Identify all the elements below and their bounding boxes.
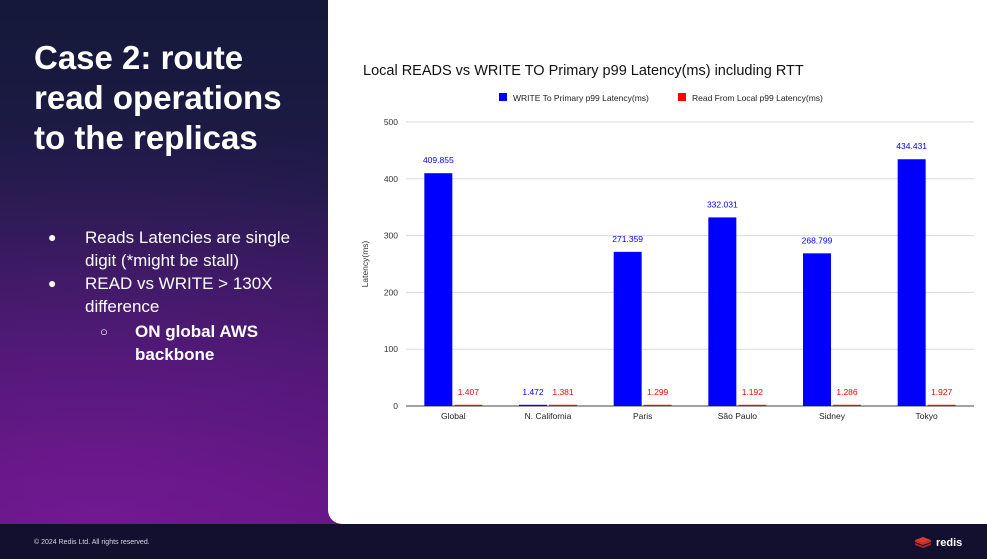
data-label: 434.431 (896, 141, 927, 151)
data-label: 1.299 (647, 387, 669, 397)
data-label: 1.381 (552, 387, 574, 397)
legend-label: WRITE To Primary p99 Latency(ms) (513, 93, 649, 103)
bar (833, 404, 861, 406)
bar (927, 404, 956, 406)
bullet-dot-icon: ● (48, 229, 57, 245)
data-label: 1.192 (742, 387, 764, 397)
bar (454, 404, 483, 406)
chart-panel: Local READS vs WRITE TO Primary p99 Late… (328, 0, 987, 524)
bar (519, 404, 547, 406)
title-line-3: to the replicas (34, 119, 258, 156)
bullet-list: ● Reads Latencies are single digit (*mig… (48, 226, 318, 366)
data-label: 1.472 (522, 387, 544, 397)
logo-text: redis (936, 537, 963, 549)
y-tick-label: 200 (384, 287, 398, 297)
x-tick-label: Paris (633, 411, 652, 421)
bar (708, 217, 737, 406)
bullet-dot-icon: ● (48, 275, 57, 291)
y-tick-label: 100 (384, 344, 398, 354)
y-axis-label: Latency(ms) (360, 240, 370, 287)
bar (549, 404, 577, 406)
data-label: 1.286 (836, 387, 858, 397)
footer-bar (0, 524, 987, 559)
x-tick-label: Tokyo (916, 411, 938, 421)
bar (424, 173, 453, 406)
sub-bullet-item: ○ ON global AWS backbone (48, 320, 318, 366)
title-line-1: Case 2: route (34, 39, 244, 76)
legend-swatch (499, 93, 507, 101)
redis-logo-icon (915, 537, 931, 548)
x-tick-label: N. California (525, 411, 572, 421)
copyright-text: © 2024 Redis Ltd. All rights reserved. (34, 539, 150, 546)
y-tick-label: 500 (384, 117, 398, 127)
redis-logo: redis (914, 535, 962, 551)
x-tick-label: São Paulo (718, 411, 757, 421)
bar (643, 404, 672, 406)
slide-title: Case 2: route read operations to the rep… (34, 38, 324, 158)
data-label: 332.031 (707, 199, 738, 209)
chart-title: Local READS vs WRITE TO Primary p99 Late… (363, 63, 804, 79)
data-label: 409.855 (423, 155, 454, 165)
title-line-2: read operations (34, 79, 282, 116)
bullet-ring-icon: ○ (100, 324, 108, 339)
x-tick-label: Global (441, 411, 466, 421)
y-tick-label: 400 (384, 174, 398, 184)
bullet-item: ● READ vs WRITE > 130X difference (48, 272, 318, 318)
bar (738, 404, 767, 406)
legend-swatch (678, 93, 686, 101)
y-tick-label: 0 (393, 401, 398, 411)
data-label: 271.359 (612, 234, 643, 244)
bullet-text: READ vs WRITE > 130X difference (85, 274, 273, 316)
data-label: 1.407 (458, 387, 480, 397)
x-tick-label: Sidney (819, 411, 846, 421)
data-label: 1.927 (931, 387, 953, 397)
bullet-text: Reads Latencies are single digit (*might… (85, 228, 291, 270)
bar-chart: Local READS vs WRITE TO Primary p99 Late… (360, 63, 974, 421)
bar (613, 251, 642, 406)
bullet-item: ● Reads Latencies are single digit (*mig… (48, 226, 318, 272)
bar (897, 159, 926, 406)
y-tick-label: 300 (384, 231, 398, 241)
legend-label: Read From Local p99 Latency(ms) (692, 93, 823, 103)
data-label: 268.799 (802, 235, 833, 245)
bar (803, 253, 831, 406)
sub-bullet-text: ON global AWS backbone (135, 322, 259, 364)
